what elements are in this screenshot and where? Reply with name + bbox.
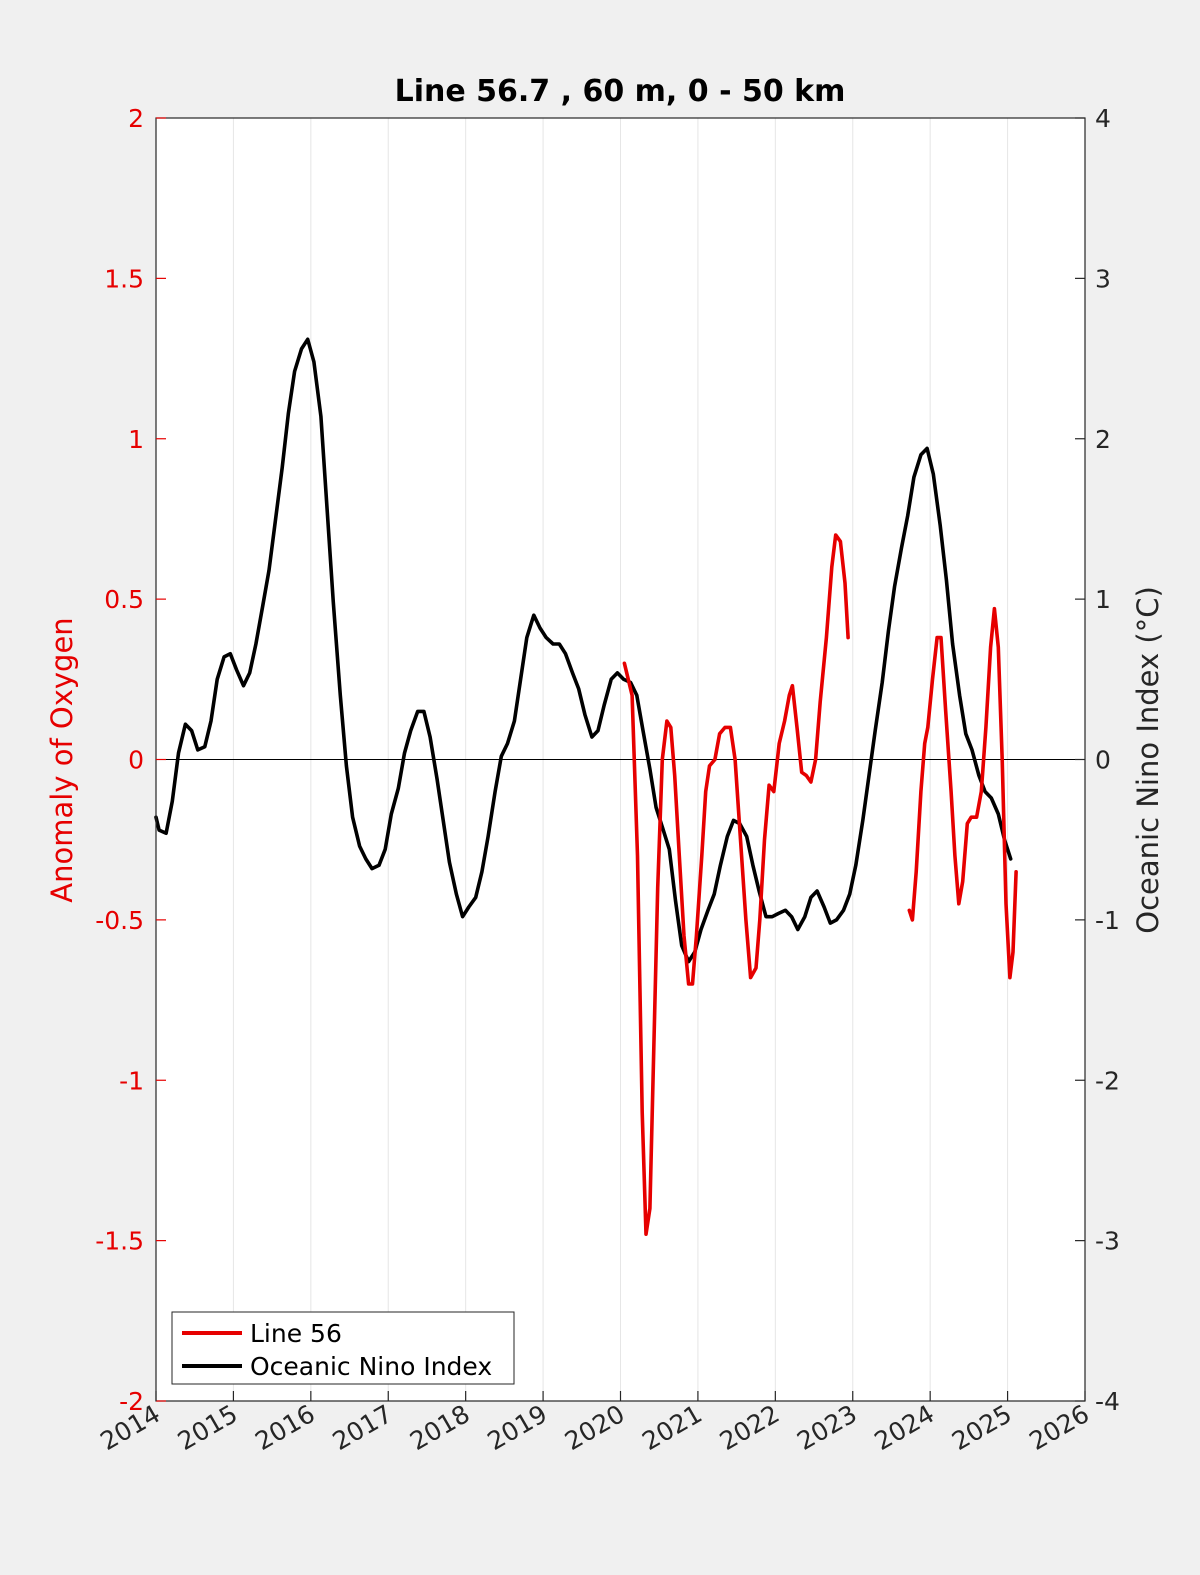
y-tick-label-left: -1 xyxy=(119,1066,144,1095)
y-axis-right-label: Oceanic Nino Index (°C) xyxy=(1131,586,1165,934)
legend: Line 56 Oceanic Nino Index xyxy=(171,1311,515,1385)
series xyxy=(154,337,1018,1236)
x-tick-label: 2015 xyxy=(173,1399,243,1456)
y-tick-label-left: 2 xyxy=(128,104,144,133)
x-tick-label: 2019 xyxy=(482,1399,552,1456)
y-tick-label-right: 2 xyxy=(1095,425,1111,454)
y-tick-label-right: -3 xyxy=(1095,1227,1120,1256)
x-tick-label: 2022 xyxy=(715,1399,785,1456)
y-tick-label-right: -1 xyxy=(1095,906,1120,935)
y-axis-left-label: Anomaly of Oxygen xyxy=(45,617,79,902)
chart-title: Line 56.7 , 60 m, 0 - 50 km xyxy=(395,74,846,109)
x-tick-label: 2025 xyxy=(947,1399,1017,1456)
x-tick-label: 2017 xyxy=(328,1399,398,1456)
y-tick-label-right: 1 xyxy=(1095,585,1111,614)
legend-label-line56: Line 56 xyxy=(250,1319,342,1348)
y-tick-label-right: -2 xyxy=(1095,1066,1120,1095)
x-tick-label: 2020 xyxy=(560,1399,630,1456)
y-tick-label-right: -4 xyxy=(1095,1387,1120,1416)
x-tick-label: 2018 xyxy=(405,1399,475,1456)
legend-box xyxy=(171,1311,515,1385)
x-tick-label: 2026 xyxy=(1024,1399,1094,1456)
y-tick-label-left: -1.5 xyxy=(95,1227,144,1256)
series-line56-segment xyxy=(907,606,1018,980)
y-tick-label-left: 0.5 xyxy=(104,585,144,614)
series-oni-line xyxy=(154,337,1013,964)
x-tick-label: 2023 xyxy=(792,1399,862,1456)
y-tick-label-left: -0.5 xyxy=(95,906,144,935)
y-tick-label-left: -2 xyxy=(119,1387,144,1416)
legend-label-oni: Oceanic Nino Index xyxy=(250,1352,492,1381)
x-tick-label: 2024 xyxy=(870,1399,940,1456)
y-tick-label-left: 0 xyxy=(128,746,144,775)
x-tick-label: 2016 xyxy=(250,1399,320,1456)
y-tick-label-right: 0 xyxy=(1095,746,1111,775)
series-line56-segment xyxy=(622,533,850,1236)
y-tick-label-left: 1.5 xyxy=(104,264,144,293)
y-tick-label-left: 1 xyxy=(128,425,144,454)
y-tick-label-right: 3 xyxy=(1095,264,1111,293)
x-tick-label: 2021 xyxy=(637,1399,707,1456)
y-tick-label-right: 4 xyxy=(1095,104,1111,133)
